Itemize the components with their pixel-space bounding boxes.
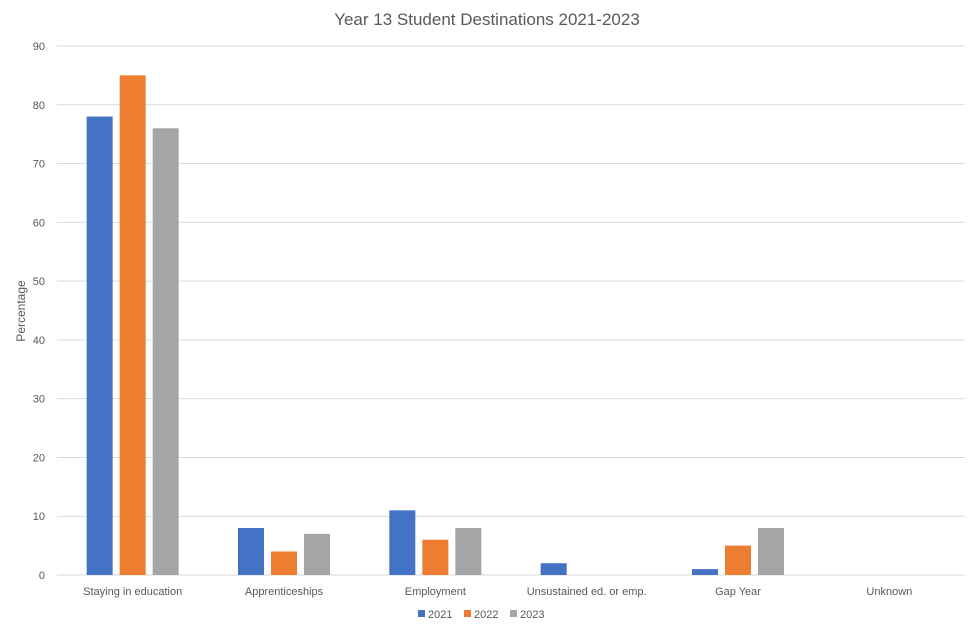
bar-2021-1 — [238, 527, 264, 575]
y-tick-label: 90 — [33, 41, 45, 53]
bar-2022-0 — [119, 75, 146, 575]
y-tick-label: 30 — [33, 394, 45, 406]
bar-2022-1 — [271, 551, 297, 575]
y-axis-title: Percentage — [14, 280, 28, 342]
x-tick-label: Gap Year — [715, 586, 761, 598]
x-tick-label: Employment — [405, 586, 466, 598]
bar-2023-0 — [152, 128, 179, 576]
x-axis-ticks: Staying in education Apprenticeships Emplo… — [83, 586, 912, 598]
x-tick-label: Unsustained ed. or emp. — [527, 586, 647, 598]
y-tick-label: 60 — [33, 217, 45, 229]
bar-2021-3 — [540, 563, 567, 575]
y-tick-label: 40 — [33, 335, 45, 347]
legend-label: 2021 — [428, 609, 452, 621]
y-tick-label: 70 — [33, 159, 45, 171]
legend-swatch-2023 — [510, 610, 517, 617]
y-axis-ticks: 0 10 20 30 40 50 60 70 80 90 — [33, 41, 45, 582]
bar-2023-2 — [455, 527, 482, 575]
y-tick-label: 10 — [33, 511, 45, 523]
bar-2021-4 — [692, 569, 718, 575]
bar-2022-2 — [422, 539, 449, 575]
bar-2022-4 — [725, 545, 751, 575]
legend-label: 2023 — [520, 609, 544, 621]
y-tick-label: 80 — [33, 100, 45, 112]
legend-swatch-2022 — [464, 610, 471, 617]
x-tick-label: Unknown — [866, 586, 912, 598]
x-tick-label: Staying in education — [83, 586, 182, 598]
bar-2021-2 — [389, 510, 416, 575]
legend-label: 2022 — [474, 609, 498, 621]
legend-swatch-2021 — [418, 610, 425, 617]
bar-2021-0 — [86, 116, 113, 576]
bar-2023-1 — [304, 533, 330, 575]
chart-title: Year 13 Student Destinations 2021-2023 — [334, 10, 640, 29]
y-tick-label: 20 — [33, 452, 45, 464]
x-tick-label: Apprenticeships — [245, 586, 324, 598]
gridlines — [57, 45, 965, 576]
bars — [86, 75, 784, 576]
y-tick-label: 0 — [39, 570, 45, 582]
y-tick-label: 50 — [33, 276, 45, 288]
legend: 2021 2022 2023 — [418, 609, 544, 621]
bar-2023-4 — [758, 527, 784, 575]
